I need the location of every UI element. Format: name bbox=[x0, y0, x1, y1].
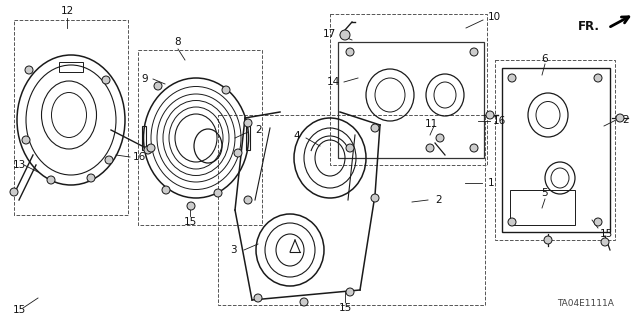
Text: TA04E1111A: TA04E1111A bbox=[557, 299, 614, 308]
Text: 15: 15 bbox=[184, 217, 196, 227]
Circle shape bbox=[601, 238, 609, 246]
Text: 13: 13 bbox=[13, 160, 26, 170]
Circle shape bbox=[22, 136, 30, 144]
Circle shape bbox=[102, 76, 110, 84]
Circle shape bbox=[244, 196, 252, 204]
Circle shape bbox=[10, 188, 18, 196]
Text: 4: 4 bbox=[293, 131, 300, 141]
Circle shape bbox=[105, 156, 113, 164]
Text: 15: 15 bbox=[13, 305, 26, 315]
Circle shape bbox=[508, 218, 516, 226]
Circle shape bbox=[426, 144, 434, 152]
Text: 17: 17 bbox=[323, 29, 336, 39]
Circle shape bbox=[346, 288, 354, 296]
Circle shape bbox=[25, 66, 33, 74]
Text: 12: 12 bbox=[60, 6, 74, 16]
Text: 3: 3 bbox=[230, 245, 237, 255]
Circle shape bbox=[340, 30, 350, 40]
Circle shape bbox=[616, 114, 624, 122]
Text: 5: 5 bbox=[541, 188, 548, 198]
Circle shape bbox=[371, 124, 379, 132]
Text: 15: 15 bbox=[339, 303, 351, 313]
Text: 1: 1 bbox=[488, 178, 495, 188]
Text: 9: 9 bbox=[141, 74, 148, 84]
Circle shape bbox=[162, 186, 170, 194]
Circle shape bbox=[346, 144, 354, 152]
Circle shape bbox=[470, 48, 478, 56]
Circle shape bbox=[234, 149, 242, 157]
Circle shape bbox=[214, 189, 222, 197]
Circle shape bbox=[346, 48, 354, 56]
Text: 11: 11 bbox=[425, 119, 438, 129]
Circle shape bbox=[47, 176, 55, 184]
Circle shape bbox=[371, 194, 379, 202]
Circle shape bbox=[244, 119, 252, 127]
Circle shape bbox=[187, 202, 195, 210]
Circle shape bbox=[222, 86, 230, 94]
Circle shape bbox=[544, 236, 552, 244]
Circle shape bbox=[154, 82, 162, 90]
Text: 16: 16 bbox=[133, 152, 147, 162]
Text: 6: 6 bbox=[541, 54, 548, 64]
Circle shape bbox=[470, 144, 478, 152]
Circle shape bbox=[486, 111, 494, 119]
Text: 2: 2 bbox=[435, 195, 442, 205]
Text: 16: 16 bbox=[493, 116, 506, 126]
Text: 15: 15 bbox=[600, 229, 613, 239]
Circle shape bbox=[594, 218, 602, 226]
Text: 2: 2 bbox=[622, 115, 628, 125]
Circle shape bbox=[87, 174, 95, 182]
Circle shape bbox=[254, 294, 262, 302]
Circle shape bbox=[436, 134, 444, 142]
Circle shape bbox=[508, 74, 516, 82]
Text: 14: 14 bbox=[327, 77, 340, 87]
Text: 2: 2 bbox=[255, 125, 262, 135]
Circle shape bbox=[144, 146, 152, 154]
Text: FR.: FR. bbox=[578, 20, 600, 33]
Circle shape bbox=[594, 74, 602, 82]
Text: 10: 10 bbox=[488, 12, 501, 22]
Circle shape bbox=[147, 144, 155, 152]
Circle shape bbox=[300, 298, 308, 306]
Text: 8: 8 bbox=[175, 37, 181, 47]
